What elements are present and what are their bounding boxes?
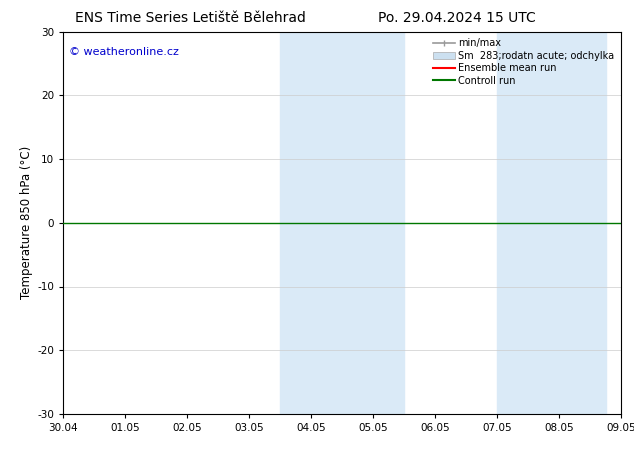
Text: © weatheronline.cz: © weatheronline.cz: [69, 47, 179, 57]
Y-axis label: Temperature 850 hPa (°C): Temperature 850 hPa (°C): [20, 146, 34, 299]
Bar: [497, 32, 606, 414]
Legend: min/max, Sm  283;rodatn acute; odchylka, Ensemble mean run, Controll run: min/max, Sm 283;rodatn acute; odchylka, …: [431, 36, 616, 88]
Text: ENS Time Series Letiště Bělehrad: ENS Time Series Letiště Bělehrad: [75, 11, 306, 25]
Text: Po. 29.04.2024 15 UTC: Po. 29.04.2024 15 UTC: [378, 11, 535, 25]
Bar: [280, 32, 404, 414]
